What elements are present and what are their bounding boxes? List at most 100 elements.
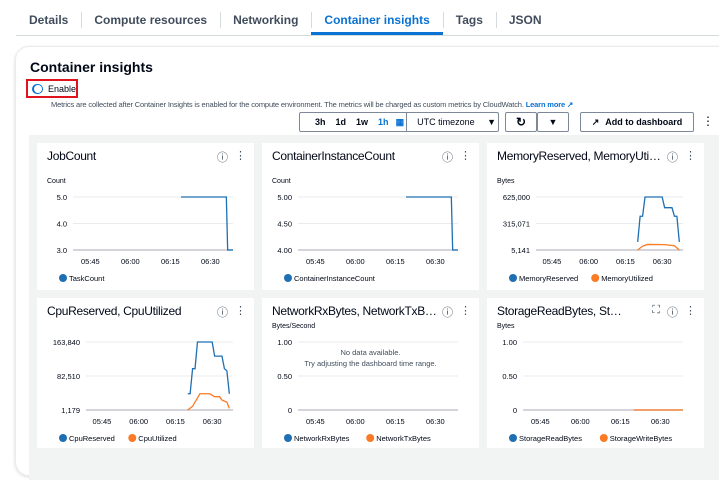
x-tick-label: 05:45 — [306, 257, 325, 266]
learn-more-link[interactable]: Learn more ↗ — [525, 100, 574, 109]
tab-tags[interactable]: Tags — [442, 8, 496, 35]
x-tick-label: 06:00 — [346, 417, 365, 426]
no-data-title: No data available. — [340, 348, 401, 357]
tab-networking[interactable]: Networking — [220, 8, 311, 35]
tab-container-insights[interactable]: Container insights — [311, 8, 443, 35]
no-data-hint: Try adjusting the dashboard time range. — [304, 359, 437, 368]
caret-down-icon: ▼ — [548, 117, 558, 127]
y-tick-label: 82,510 — [57, 372, 80, 381]
y-axis-label: Count — [47, 178, 66, 185]
x-tick-label: 06:00 — [129, 417, 148, 426]
learn-more-label: Learn more — [525, 100, 566, 109]
panel-title: Container insights — [30, 59, 153, 75]
range-1d[interactable]: 1d — [335, 117, 347, 127]
chart-card: Count 3.0 4.0 5.0 05:45 06:00 06:15 06:30 TaskCo… — [37, 143, 254, 290]
y-tick-label: 4.0 — [57, 220, 67, 229]
chart-card: 1,179 82,510 163,840 05:45 06:00 06:15 06:30 Cp… — [37, 298, 254, 448]
refresh-icon: ↻ — [515, 115, 527, 129]
series-line-MemoryUtilized — [637, 243, 680, 251]
legend-label: NetworkTxBytes — [376, 434, 431, 443]
x-tick-label: 06:15 — [611, 417, 630, 426]
info-icon[interactable]: ⓘ — [217, 152, 228, 164]
y-axis-label: Count — [272, 178, 291, 185]
x-tick-label: 06:15 — [386, 257, 405, 266]
range-3h[interactable]: 3h — [315, 117, 326, 127]
tab-bar: Details Compute resources Networking Con… — [16, 8, 719, 36]
add-to-dashboard-button[interactable]: ↗ Add to dashboard — [580, 112, 694, 132]
legend-label: StorageWriteBytes — [610, 434, 673, 443]
refresh-options-button[interactable]: ▼ — [537, 112, 569, 132]
chart-title: JobCount — [47, 149, 96, 163]
info-icon[interactable]: ⓘ — [442, 152, 453, 164]
legend-swatch — [284, 434, 292, 442]
timezone-label: UTC timezone — [417, 117, 475, 127]
y-tick-label: 0.50 — [277, 372, 292, 381]
y-tick-label: 4.50 — [277, 220, 292, 229]
series-line-MemoryReserved — [637, 196, 680, 242]
chart-header: JobCount ⓘ ⋮ — [47, 149, 246, 165]
x-tick-label: 06:00 — [579, 257, 598, 266]
more-options-icon[interactable]: ⋮ — [702, 114, 714, 128]
chart-header: ContainerInstanceCount ⓘ ⋮ — [272, 149, 471, 165]
tab-json[interactable]: JSON — [495, 8, 555, 35]
y-axis-label: Bytes — [497, 323, 515, 330]
x-tick-label: 05:45 — [306, 417, 325, 426]
legend-swatch — [366, 434, 375, 442]
y-tick-label: 3.0 — [57, 246, 67, 255]
info-icon[interactable]: ⓘ — [217, 307, 228, 319]
legend-swatch — [599, 434, 608, 442]
legend-label: CpuUtilized — [138, 434, 176, 443]
description-text: Metrics are collected after Container In… — [51, 100, 524, 109]
x-tick-label: 05:45 — [93, 417, 112, 426]
timezone-select[interactable]: UTC timezone ▼ — [406, 113, 506, 131]
info-icon[interactable]: ⓘ — [442, 307, 453, 319]
legend-label: CpuReserved — [69, 434, 115, 443]
line-chart: 1,179 82,510 163,840 05:45 06:00 06:15 06:30 Cp… — [53, 338, 233, 443]
enable-toggle-label: Enable — [47, 83, 76, 94]
chart-actions: ⓘ ⋮ — [213, 304, 246, 320]
enable-toggle[interactable] — [32, 83, 43, 94]
legend-label: NetworkRxBytes — [294, 434, 350, 443]
caret-down-icon: ▼ — [487, 117, 497, 127]
y-tick-label: 5,141 — [511, 246, 530, 255]
y-tick-label: 5.0 — [57, 193, 67, 202]
chart-header: NetworkRxBytes, NetworkTxB… ⓘ ⋮ — [272, 304, 471, 320]
range-1h[interactable]: 1h — [378, 117, 389, 127]
y-tick-label: 4.00 — [277, 246, 292, 255]
more-options-icon[interactable]: ⋮ — [460, 150, 471, 162]
more-options-icon[interactable]: ⋮ — [235, 150, 246, 162]
x-tick-label: 06:15 — [161, 257, 180, 266]
chart-card: Bytes 0 0.50 1.00 05:45 06:00 06:15 06:30 Storag… — [487, 298, 704, 448]
add-to-dashboard-label: Add to dashboard — [605, 117, 683, 127]
x-tick-label: 06:00 — [121, 257, 140, 266]
legend-swatch — [509, 274, 517, 282]
x-tick-label: 05:45 — [543, 257, 562, 266]
chart-header: MemoryReserved, MemoryUti… ⓘ ⋮ — [497, 149, 696, 165]
more-options-icon[interactable]: ⋮ — [685, 150, 696, 162]
description: Metrics are collected after Container In… — [51, 100, 573, 109]
range-1w[interactable]: 1w — [356, 117, 369, 127]
tab-compute-resources[interactable]: Compute resources — [81, 8, 220, 35]
chart-actions: ⛶ ⓘ ⋮ — [648, 304, 696, 320]
chart-header: StorageReadBytes, St… ⛶ ⓘ ⋮ — [497, 304, 696, 320]
tab-details[interactable]: Details — [29, 13, 69, 27]
more-options-icon[interactable]: ⋮ — [685, 305, 696, 317]
no-data-message: No data available. Try adjusting the dash… — [262, 347, 479, 369]
x-tick-label: 06:15 — [616, 257, 635, 266]
line-chart: Bytes 0 0.50 1.00 05:45 06:00 06:15 06:30 Storag… — [497, 323, 683, 443]
y-tick-label: 315,071 — [503, 220, 530, 229]
chart-title: StorageReadBytes, St… — [497, 304, 622, 318]
refresh-button[interactable]: ↻ — [505, 112, 537, 132]
calendar-icon[interactable]: ▦ — [395, 116, 405, 127]
x-tick-label: 05:45 — [531, 417, 550, 426]
more-options-icon[interactable]: ⋮ — [460, 305, 471, 317]
y-tick-label: 0 — [513, 406, 517, 415]
more-options-icon[interactable]: ⋮ — [235, 305, 246, 317]
chart-title: CpuReserved, CpuUtilized — [47, 304, 182, 318]
expand-icon[interactable]: ⛶ — [652, 304, 660, 316]
x-tick-label: 06:30 — [203, 417, 222, 426]
info-icon[interactable]: ⓘ — [667, 152, 678, 164]
legend-swatch — [59, 274, 67, 282]
chart-title: MemoryReserved, MemoryUti… — [497, 149, 661, 163]
info-icon[interactable]: ⓘ — [667, 307, 678, 319]
